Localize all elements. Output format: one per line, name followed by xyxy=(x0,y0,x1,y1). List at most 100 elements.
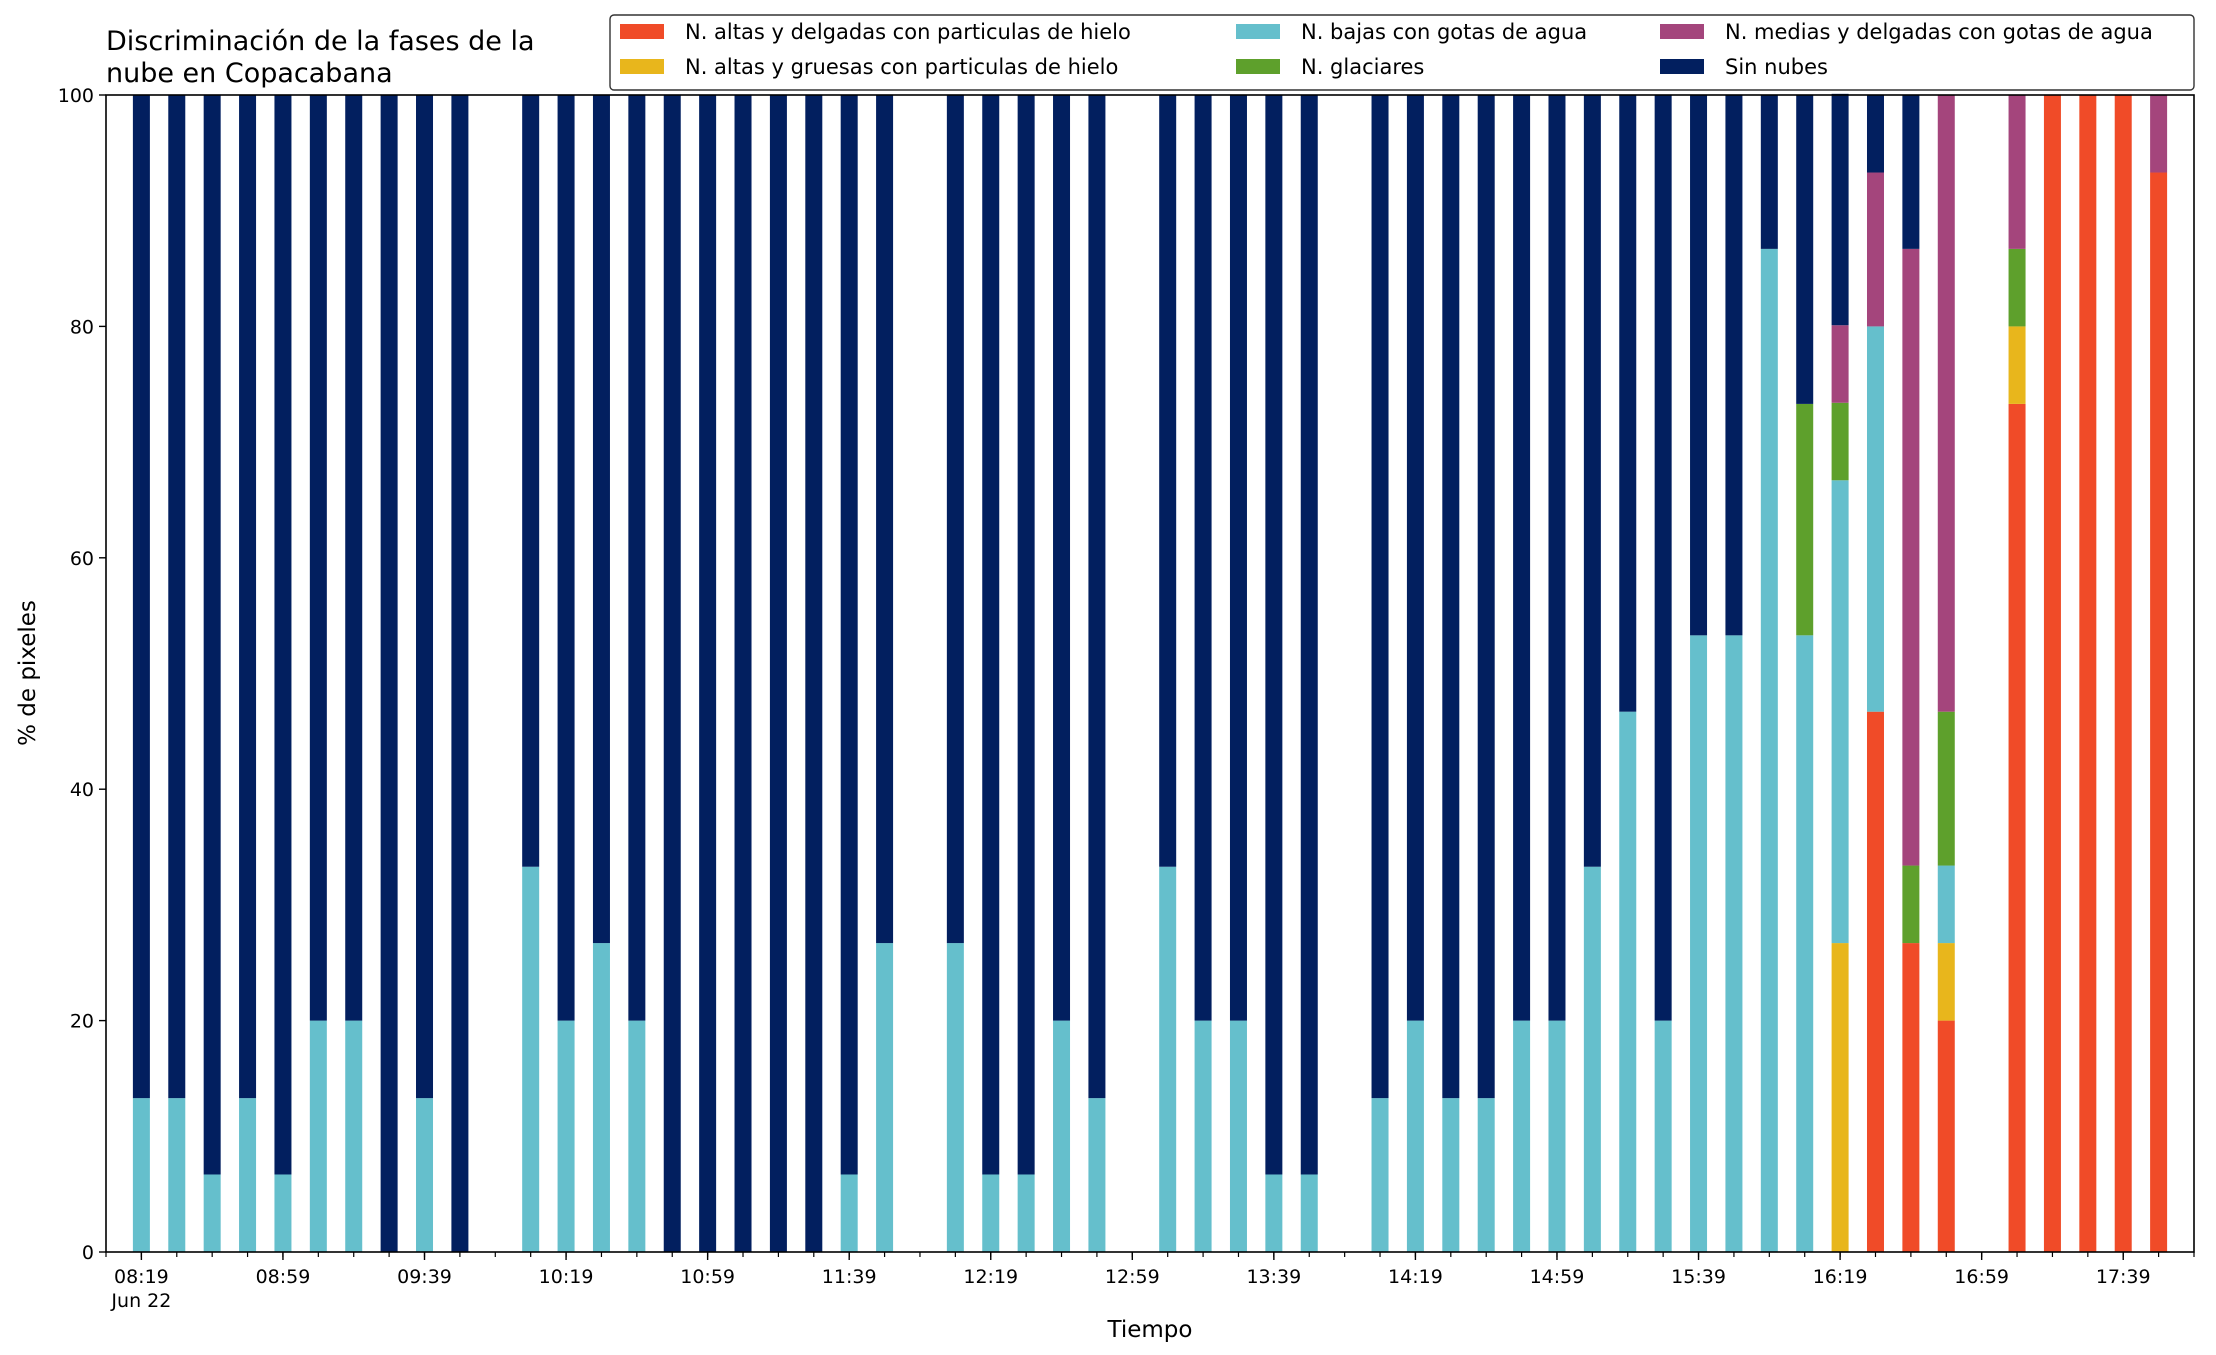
x-tick-label: 16:19 xyxy=(1813,1266,1868,1288)
legend-label-ice_thin: N. altas y delgadas con particulas de hi… xyxy=(685,20,1131,44)
bar-segment-low_water xyxy=(946,943,964,1252)
bar-segment-clear xyxy=(1548,95,1566,1021)
bar-segment-ice_thin xyxy=(1866,711,1884,1252)
bar-segment-clear xyxy=(1229,95,1247,1021)
bar-segment-low_water xyxy=(1088,1098,1106,1252)
y-tick-label: 100 xyxy=(58,85,94,107)
bar-segment-low_water xyxy=(203,1174,221,1252)
y-tick-label: 0 xyxy=(82,1242,94,1264)
bar-segment-low_water xyxy=(1725,635,1743,1252)
bar-segment-low_water xyxy=(1371,1098,1389,1252)
bar-segment-clear xyxy=(239,95,257,1099)
bar-segment-low_water xyxy=(522,866,540,1252)
bar-segment-low_water xyxy=(1159,866,1177,1252)
bar-segment-low_water xyxy=(345,1020,363,1252)
x-tick-label: 14:19 xyxy=(1388,1266,1443,1288)
x-tick-label: 15:39 xyxy=(1671,1266,1726,1288)
bar-segment-low_water xyxy=(132,1098,150,1252)
bar-segment-glacier xyxy=(1937,711,1955,866)
bar-segment-low_water xyxy=(982,1174,1000,1252)
bar-segment-clear xyxy=(274,95,292,1175)
bar-segment-clear xyxy=(1866,95,1884,173)
x-tick-sublabel: Jun 22 xyxy=(110,1290,171,1312)
plot-frame xyxy=(105,94,2195,1253)
bar-segment-clear xyxy=(1300,95,1318,1175)
bar-segment-low_water xyxy=(1229,1020,1247,1252)
bar-segment-clear xyxy=(1902,95,1920,249)
legend-label-ice_thick: N. altas y gruesas con particulas de hie… xyxy=(685,55,1118,79)
y-tick-label: 40 xyxy=(70,779,94,801)
bar-segment-glacier xyxy=(1796,403,1814,636)
bar-segment-clear xyxy=(592,95,610,944)
y-tick-label: 60 xyxy=(70,548,94,570)
legend-swatch-mid_water xyxy=(1660,24,1704,39)
bar-segment-clear xyxy=(1371,95,1389,1099)
legend-label-glacier: N. glaciares xyxy=(1301,55,1424,79)
bar-segment-mid_water xyxy=(1937,95,1955,712)
bar-segment-low_water xyxy=(1442,1098,1460,1252)
legend-swatch-ice_thin xyxy=(620,24,664,39)
bar-segment-low_water xyxy=(1654,1020,1672,1252)
bar-segment-low_water xyxy=(840,1174,858,1252)
bar-segment-low_water xyxy=(1690,635,1708,1252)
bar-segment-ice_thin xyxy=(2114,95,2132,1252)
bar-segment-low_water xyxy=(1619,711,1637,1252)
bar-segment-low_water xyxy=(416,1098,434,1252)
chart-title-line: nube en Copacabana xyxy=(106,58,393,89)
bar-segment-low_water xyxy=(557,1020,575,1252)
bar-segment-low_water xyxy=(1477,1098,1495,1252)
bar-segment-clear xyxy=(416,95,434,1099)
bar-segment-clear xyxy=(1619,95,1637,712)
bar-segment-clear xyxy=(1513,95,1531,1021)
x-tick-label: 11:39 xyxy=(822,1266,877,1288)
bar-segment-clear xyxy=(946,95,964,944)
bar-segment-low_water xyxy=(1194,1020,1212,1252)
x-tick-label: 12:19 xyxy=(963,1266,1018,1288)
bar-segment-clear xyxy=(1442,95,1460,1099)
bar-segment-clear xyxy=(1760,95,1778,249)
x-tick-label: 09:39 xyxy=(397,1266,452,1288)
bar-segment-clear xyxy=(1053,95,1071,1021)
legend-swatch-clear xyxy=(1660,59,1704,74)
y-axis-label: % de pixeles xyxy=(15,600,41,746)
bars xyxy=(132,93,2168,1252)
bar-segment-clear xyxy=(132,95,150,1099)
bar-segment-glacier xyxy=(1902,865,1920,944)
bar-segment-clear xyxy=(840,95,858,1175)
bar-segment-low_water xyxy=(1017,1174,1035,1252)
bar-segment-ice_thick xyxy=(1937,943,1955,1021)
bar-segment-clear xyxy=(345,95,363,1021)
y-axis: 0 20 40 60 80 100 xyxy=(58,85,106,1264)
bar-segment-clear xyxy=(168,95,186,1099)
legend-label-clear: Sin nubes xyxy=(1725,55,1828,79)
bar-segment-low_water xyxy=(592,943,610,1252)
x-tick-label: 08:19 xyxy=(114,1266,169,1288)
bar-segment-mid_water xyxy=(1866,172,1884,327)
bar-segment-clear xyxy=(1265,95,1283,1175)
bar-segment-low_water xyxy=(1406,1020,1424,1252)
bar-segment-ice_thin xyxy=(1937,1020,1955,1252)
x-tick-label: 08:59 xyxy=(256,1266,311,1288)
bar-segment-low_water xyxy=(876,943,894,1252)
bar-segment-low_water xyxy=(1937,865,1955,944)
legend-label-low_water: N. bajas con gotas de agua xyxy=(1301,20,1587,44)
bar-segment-low_water xyxy=(274,1174,292,1252)
bar-segment-clear xyxy=(451,95,469,1252)
bar-segment-clear xyxy=(557,95,575,1021)
x-tick-label: 14:59 xyxy=(1530,1266,1585,1288)
legend-frame xyxy=(609,14,2195,91)
bar-segment-clear xyxy=(522,95,540,867)
x-tick-label: 13:39 xyxy=(1246,1266,1301,1288)
bar-segment-clear xyxy=(734,95,752,1252)
bar-segment-ice_thin xyxy=(2079,95,2097,1252)
bar-segment-glacier xyxy=(2008,248,2026,327)
legend-swatch-ice_thick xyxy=(620,59,664,74)
bar-segment-low_water xyxy=(1548,1020,1566,1252)
bar-segment-clear xyxy=(1406,95,1424,1021)
bar-segment-ice_thick xyxy=(2008,326,2026,404)
y-tick-label: 20 xyxy=(70,1011,94,1033)
bar-segment-clear xyxy=(380,95,398,1252)
bar-segment-low_water xyxy=(1265,1174,1283,1252)
legend-swatch-low_water xyxy=(1236,24,1280,39)
